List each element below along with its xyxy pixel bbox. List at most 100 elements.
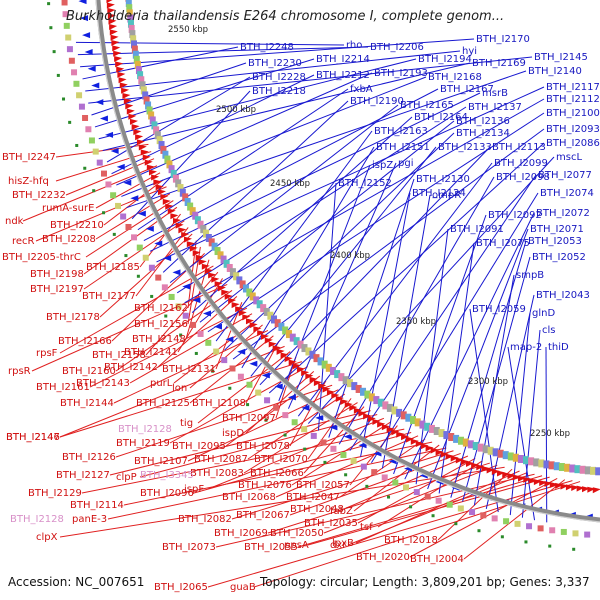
gene-label[interactable]: BTH_I2099 xyxy=(494,158,548,169)
gene-label-pseudo[interactable]: BTH_I2128 xyxy=(10,514,64,525)
gene-label[interactable]: BTH_I2148 xyxy=(132,334,186,345)
gene-label[interactable]: BTH_I2071 xyxy=(530,224,584,235)
gene-label[interactable]: pgi xyxy=(398,158,413,169)
gene-label[interactable]: BTH_I2043 xyxy=(536,290,590,301)
gene-label[interactable]: BTH_I2147 xyxy=(6,432,60,443)
gene-label[interactable]: BTH_I2193 xyxy=(374,68,428,79)
gene-label[interactable]: purL xyxy=(150,378,173,389)
gene-label[interactable]: BTH_I2129 xyxy=(28,488,82,499)
gene-label[interactable]: ispF xyxy=(184,484,204,495)
gene-label[interactable]: BTH_I2055 xyxy=(244,542,298,553)
gene-label[interactable]: BTH_I2124 xyxy=(412,188,466,199)
gene-label[interactable]: BTH_I2092 xyxy=(488,210,542,221)
gene-label[interactable]: rho xyxy=(346,40,362,51)
gene-label[interactable]: rpsF xyxy=(36,348,58,359)
gene-label[interactable]: ndk xyxy=(5,216,24,227)
gene-label[interactable]: BTH_I2185 xyxy=(86,262,140,273)
gene-label[interactable]: BTH_I2198 xyxy=(30,269,84,280)
gene-label[interactable]: BTH_I2113 xyxy=(492,142,546,153)
gene-label[interactable]: BTH_I2082 xyxy=(178,514,232,525)
gene-label[interactable]: BTH_I2068 xyxy=(222,492,276,503)
gene-label[interactable]: BTH_I2074 xyxy=(540,188,594,199)
gene-label[interactable]: BTH_I2143 xyxy=(76,378,130,389)
gene-label[interactable]: tig xyxy=(180,418,193,429)
gene-label[interactable]: BTH_I2232 xyxy=(12,190,66,201)
gene-label[interactable]: cls xyxy=(542,325,556,336)
gene-label[interactable]: map-2 xyxy=(510,342,542,353)
gene-label[interactable]: BTH_I2134 xyxy=(456,128,510,139)
gene-label[interactable]: BTH_I2126 xyxy=(62,452,116,463)
gene-label[interactable]: BTH_I2096 xyxy=(140,488,194,499)
gene-label[interactable]: BTH_I2093 xyxy=(546,124,600,135)
gene-label[interactable]: BTH_I2194 xyxy=(418,54,472,65)
gene-label[interactable]: BTH_I2131 xyxy=(162,364,216,375)
gene-label[interactable]: lpxB xyxy=(332,538,354,549)
gene-label[interactable]: BTH_I2057 xyxy=(296,480,350,491)
gene-label[interactable]: BTH_I2100 xyxy=(546,108,600,119)
gene-label[interactable]: BTH_I2218 xyxy=(252,86,306,97)
gene-label[interactable]: BTH_I2162 xyxy=(134,303,188,314)
gene-label[interactable]: BTH_I2158 xyxy=(92,350,146,361)
gene-label-pseudo[interactable]: BTH_I2128 xyxy=(118,424,172,435)
gene-label[interactable]: BTH_I2091 xyxy=(450,224,504,235)
gene-label[interactable]: BTH_I2137 xyxy=(468,102,522,113)
gene-label[interactable]: ompR xyxy=(432,190,461,201)
gene-label[interactable]: BTH_I2073 xyxy=(162,542,216,553)
gene-label[interactable]: guaB xyxy=(230,582,256,593)
gene-label[interactable]: BTH_I2070 xyxy=(254,454,308,465)
gene-label[interactable]: BTH_I2205-thrC xyxy=(2,252,81,263)
gene-label[interactable]: BTH_I2167 xyxy=(440,84,494,95)
gene-label[interactable]: BTH_I2164 xyxy=(414,112,468,123)
gene-label[interactable]: BTH_I2076 xyxy=(238,480,292,491)
gene-label[interactable]: BTH_I2197 xyxy=(30,284,84,295)
gene-label[interactable]: tsf xyxy=(360,522,373,533)
gene-label[interactable]: ispZ xyxy=(372,160,393,171)
gene-label[interactable]: BTH_I2136 xyxy=(456,116,510,127)
gene-label[interactable]: fxbA xyxy=(350,84,373,95)
gene-label[interactable]: BTH_I2130 xyxy=(416,174,470,185)
gene-label[interactable]: BTH_I2018 xyxy=(384,535,438,546)
gene-label[interactable]: thiD xyxy=(548,342,569,353)
gene-label[interactable]: BTH_I2065 xyxy=(154,582,208,593)
gene-label[interactable]: BTH_I2212 xyxy=(316,70,370,81)
gene-label[interactable]: dxr xyxy=(330,540,347,551)
gene-label[interactable]: BTH_I2161 xyxy=(36,382,90,393)
gene-label[interactable]: rumA-surE xyxy=(42,203,94,214)
gene-label[interactable]: BTH_I2077 xyxy=(538,170,592,181)
gene-label[interactable]: BTH_I2078 xyxy=(236,441,290,452)
gene-label[interactable]: BTH_I2168 xyxy=(428,72,482,83)
gene-label[interactable]: BTH_I2228 xyxy=(252,72,306,83)
gene-label[interactable]: lon xyxy=(172,383,187,394)
gene-label[interactable]: BTH_I2248 xyxy=(240,42,294,53)
gene-label[interactable]: BTH_I2169 xyxy=(472,58,526,69)
gene-label[interactable]: BTH_I2112 xyxy=(546,94,600,105)
gene-label[interactable]: BTH_I2230 xyxy=(248,58,302,69)
gene-label[interactable]: BTH_I2035 xyxy=(304,518,358,529)
gene-label[interactable]: clpX xyxy=(36,532,58,543)
gene-label[interactable]: BTH_I2177 xyxy=(82,291,136,302)
gene-label[interactable]: msrB xyxy=(482,88,508,99)
gene-label[interactable]: BTH_I2107 xyxy=(134,456,188,467)
gene-label[interactable]: BTH_I2059 xyxy=(472,304,526,315)
gene-label[interactable]: BTH_I2170 xyxy=(476,34,530,45)
gene-label[interactable]: BTH_I2163 xyxy=(374,126,428,137)
gene-label[interactable]: hyi xyxy=(462,46,477,57)
gene-label[interactable]: BTH_I2095 xyxy=(172,441,226,452)
gene-label[interactable]: BTH_I2160 xyxy=(62,366,116,377)
gene-label[interactable]: BTH_I2214 xyxy=(316,54,370,65)
gene-label[interactable]: BTH_I2133 xyxy=(438,142,492,153)
gene-label[interactable]: BTH_I2048 xyxy=(290,504,344,515)
gene-label[interactable]: BTH_I2097 xyxy=(222,413,276,424)
gene-label[interactable]: BTH_I2119 xyxy=(116,438,170,449)
gene-label[interactable]: BTH_I2087 xyxy=(194,454,248,465)
gene-label[interactable]: BTH_I2156 xyxy=(134,319,188,330)
gene-label-pseudo[interactable]: BTH_I3345 xyxy=(140,470,194,481)
gene-label[interactable]: BTH_I2050 xyxy=(270,528,324,539)
gene-label[interactable]: panE-3 xyxy=(72,514,107,525)
gene-label[interactable]: BTH_I2086 xyxy=(546,138,600,149)
gene-label[interactable]: BTH_I2075 xyxy=(476,238,530,249)
gene-label[interactable]: fabZ xyxy=(330,506,353,517)
gene-label[interactable]: BTH_I2247 xyxy=(2,152,56,163)
gene-label[interactable]: BTH_I2142 xyxy=(104,362,158,373)
gene-label[interactable]: BTH_I2141 xyxy=(124,347,178,358)
